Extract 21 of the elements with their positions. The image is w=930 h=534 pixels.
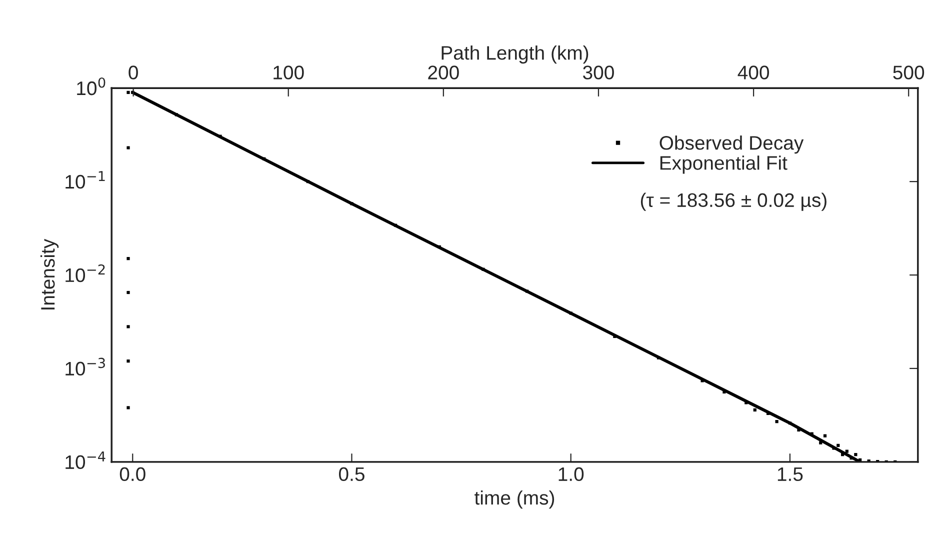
x-tick-label: 1.5: [778, 467, 803, 482]
x2-axis-title: Path Length (km): [442, 45, 588, 64]
x-tick-label: 0.5: [338, 467, 364, 482]
x2-tick-label: 500: [893, 66, 924, 80]
y-tick-label: 10$^{−2}$: [66, 264, 105, 282]
x2-tick-label: 400: [738, 66, 770, 80]
y-axis-title: Intensity: [40, 238, 59, 310]
y-tick-label: 10$^{0}$: [77, 77, 106, 96]
y-tick-label: 10$^{−1}$: [66, 171, 105, 189]
annotation: (τ = 183.56 ± 0.02 µs): [640, 192, 826, 211]
y-tick-label: 10$^{−3}$: [66, 358, 105, 376]
y-tick-label: 10$^{−4}$: [66, 451, 106, 470]
x-tick-label: 1.0: [558, 467, 584, 482]
legend-label: Exponential Fit: [660, 156, 788, 174]
x2-tick-label: 300: [583, 66, 614, 80]
x-tick-label: 0.0: [120, 467, 146, 482]
legend-label: Observed Decay: [660, 136, 804, 154]
x2-tick-label: 100: [274, 66, 304, 80]
x2-tick-label: 0: [128, 66, 138, 80]
x2-tick-label: 200: [428, 66, 459, 80]
x-axis-title: time (ms): [474, 490, 554, 509]
